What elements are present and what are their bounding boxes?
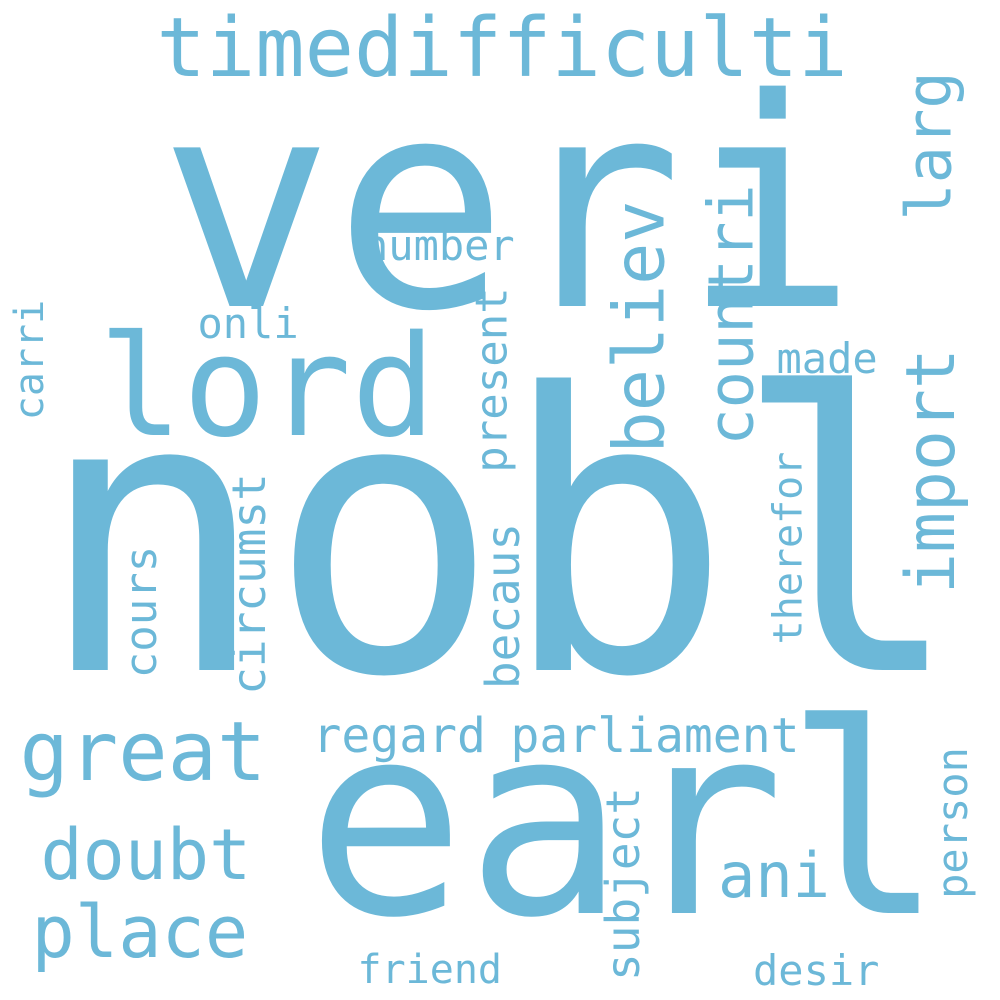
word-cours: cours [116,545,168,679]
word-friend: friend [357,947,503,993]
word-onli: onli [197,299,299,348]
word-regard: regard [312,708,486,764]
word-believ: believ [597,200,680,454]
word-great: great [19,705,267,800]
word-desir: desir [753,946,880,995]
word-person: person [927,747,977,899]
word-larg: larg [892,71,966,221]
word-countri: countri [694,184,768,446]
word-ani: ani [718,839,830,912]
word-therefor: therefor [764,451,811,645]
word-present: present [466,287,518,473]
word-subject: subject [595,787,650,981]
word-lord: lord [98,306,436,469]
word-earl: earl [306,668,945,976]
word-timedifficulti: timedifficulti [156,1,848,96]
word-place: place [31,890,249,974]
word-import: import [891,348,971,594]
word-circumst: circumst [221,473,276,695]
word-doubt: doubt [40,814,252,896]
word-made: made [776,334,878,383]
word-carri: carri [7,299,54,421]
word-parliament: parliament [510,708,800,764]
word-veri: veri [159,38,858,375]
word-nobl: nobl [36,313,964,761]
word-number: number [363,221,515,270]
word-becaus: becaus [476,522,531,690]
